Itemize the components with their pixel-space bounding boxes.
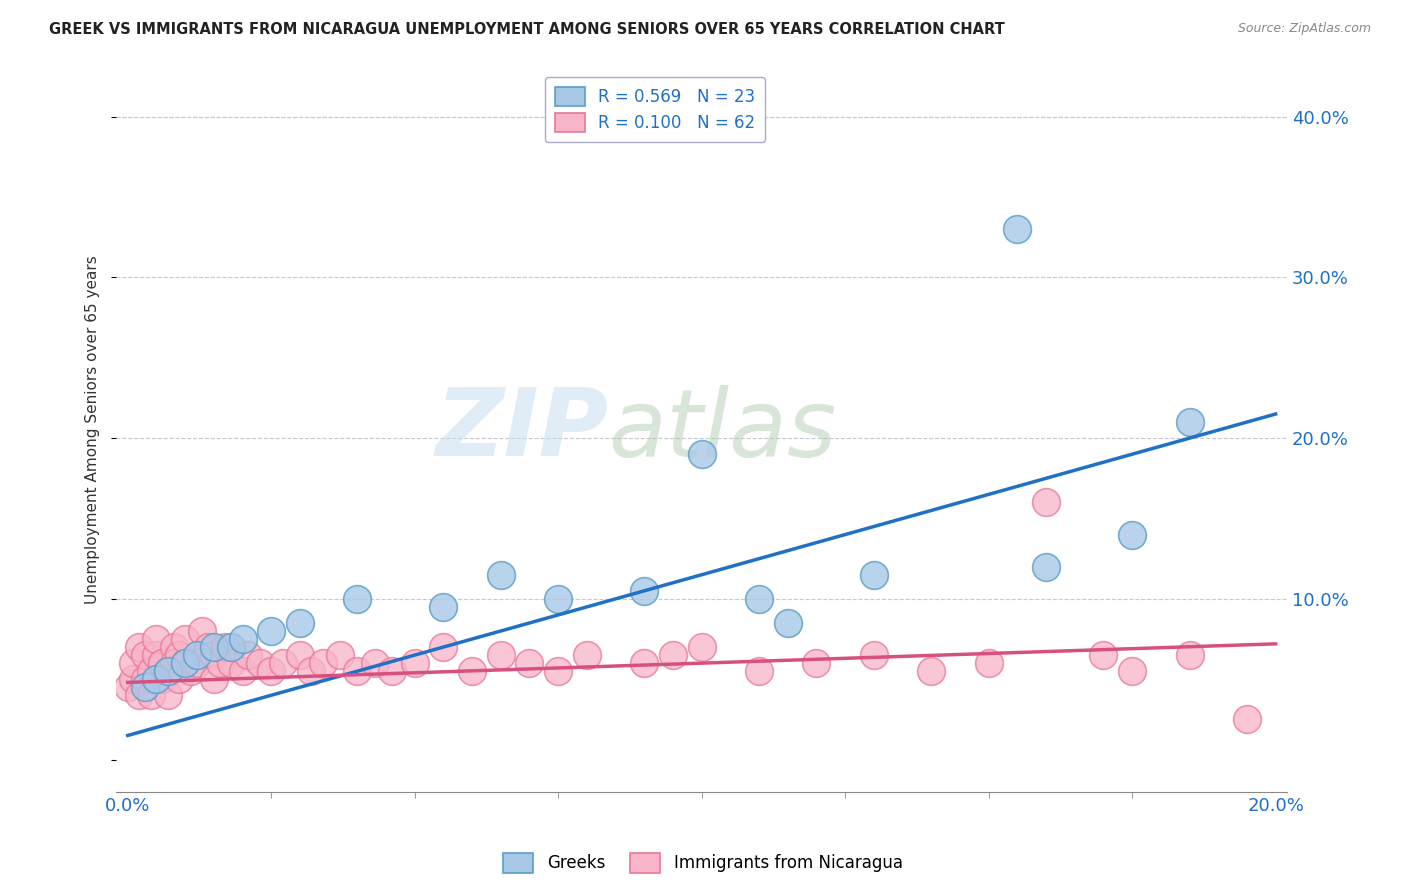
Point [1236, 712, 1258, 726]
Y-axis label: Unemployment Among Seniors over 65 years: Unemployment Among Seniors over 65 years [86, 256, 100, 605]
Point [519, 656, 541, 670]
Text: ZIP: ZIP [434, 384, 607, 476]
Point [249, 656, 271, 670]
Point [1035, 559, 1057, 574]
Text: atlas: atlas [607, 384, 837, 475]
Point [662, 648, 685, 662]
Point [1178, 415, 1201, 429]
Point [145, 672, 167, 686]
Point [156, 688, 179, 702]
Point [117, 680, 139, 694]
Point [633, 656, 655, 670]
Point [150, 672, 173, 686]
Point [1121, 664, 1143, 678]
Point [139, 664, 162, 678]
Point [633, 583, 655, 598]
Point [122, 672, 145, 686]
Legend: R = 0.569   N = 23, R = 0.100   N = 62: R = 0.569 N = 23, R = 0.100 N = 62 [544, 77, 765, 142]
Point [128, 688, 150, 702]
Point [174, 656, 197, 670]
Point [271, 656, 294, 670]
Point [977, 656, 1000, 670]
Point [260, 664, 283, 678]
Point [232, 664, 254, 678]
Point [169, 648, 191, 662]
Point [150, 656, 173, 670]
Point [346, 664, 368, 678]
Point [134, 648, 156, 662]
Point [288, 615, 311, 630]
Point [489, 567, 512, 582]
Point [288, 648, 311, 662]
Point [863, 648, 886, 662]
Legend: Greeks, Immigrants from Nicaragua: Greeks, Immigrants from Nicaragua [496, 847, 910, 880]
Point [219, 656, 242, 670]
Point [169, 672, 191, 686]
Text: Source: ZipAtlas.com: Source: ZipAtlas.com [1237, 22, 1371, 36]
Point [134, 672, 156, 686]
Point [1035, 495, 1057, 509]
Point [329, 648, 352, 662]
Point [1178, 648, 1201, 662]
Point [776, 615, 799, 630]
Point [381, 664, 404, 678]
Point [748, 591, 770, 606]
Point [145, 648, 167, 662]
Point [134, 680, 156, 694]
Point [174, 632, 197, 646]
Point [174, 656, 197, 670]
Point [404, 656, 426, 670]
Point [1092, 648, 1115, 662]
Point [346, 591, 368, 606]
Point [920, 664, 942, 678]
Point [191, 624, 214, 638]
Point [260, 624, 283, 638]
Point [163, 656, 186, 670]
Point [122, 656, 145, 670]
Text: GREEK VS IMMIGRANTS FROM NICARAGUA UNEMPLOYMENT AMONG SENIORS OVER 65 YEARS CORR: GREEK VS IMMIGRANTS FROM NICARAGUA UNEMP… [49, 22, 1005, 37]
Point [163, 640, 186, 654]
Point [863, 567, 886, 582]
Point [432, 640, 454, 654]
Point [1121, 527, 1143, 541]
Point [690, 640, 713, 654]
Point [186, 656, 208, 670]
Point [186, 648, 208, 662]
Point [180, 664, 202, 678]
Point [232, 632, 254, 646]
Point [575, 648, 598, 662]
Point [806, 656, 828, 670]
Point [139, 688, 162, 702]
Point [156, 664, 179, 678]
Point [489, 648, 512, 662]
Point [202, 640, 225, 654]
Point [219, 640, 242, 654]
Point [299, 664, 322, 678]
Point [547, 664, 569, 678]
Point [1007, 222, 1029, 236]
Point [202, 648, 225, 662]
Point [547, 591, 569, 606]
Point [312, 656, 335, 670]
Point [128, 640, 150, 654]
Point [202, 672, 225, 686]
Point [238, 648, 260, 662]
Point [214, 640, 236, 654]
Point [145, 632, 167, 646]
Point [208, 656, 231, 670]
Point [156, 664, 179, 678]
Point [690, 447, 713, 461]
Point [432, 599, 454, 614]
Point [363, 656, 385, 670]
Point [461, 664, 484, 678]
Point [748, 664, 770, 678]
Point [197, 640, 219, 654]
